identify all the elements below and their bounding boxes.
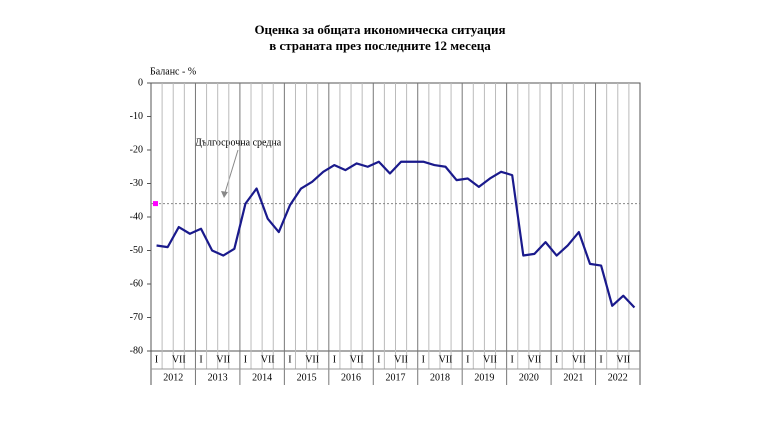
x-tick-label: VII	[305, 354, 319, 365]
y-tick-label: -60	[130, 278, 143, 289]
year-label: 2018	[430, 372, 450, 383]
annotation: Дългосрочна средна	[195, 137, 282, 148]
x-tick-label: I	[511, 354, 514, 365]
annotation-arrow	[223, 149, 239, 197]
x-tick-label: I	[244, 354, 247, 365]
average-marker	[153, 201, 158, 207]
year-label: 2019	[474, 372, 494, 383]
x-tick-label: I	[599, 354, 602, 365]
x-tick-label: VII	[483, 354, 497, 365]
x-tick-label: VII	[261, 354, 275, 365]
y-tick-label: -10	[130, 111, 143, 122]
arrow-head	[221, 191, 228, 198]
y-tick-label: -80	[130, 345, 143, 356]
x-tick-label: I	[422, 354, 425, 365]
y-tick-label: 0	[138, 77, 143, 88]
line-series	[156, 160, 636, 309]
x-tick-label: VII	[394, 354, 408, 365]
year-label: 2012	[163, 372, 183, 383]
x-tick-label: VII	[572, 354, 586, 365]
year-label: 2020	[519, 372, 539, 383]
x-tick-label: I	[466, 354, 469, 365]
x-tick-label: I	[555, 354, 558, 365]
year-label: 2021	[563, 372, 583, 383]
y-tick-label: -30	[130, 178, 143, 189]
year-label: 2013	[208, 372, 228, 383]
year-label: 2017	[386, 372, 406, 383]
year-label: 2022	[608, 372, 628, 383]
y-tick-label: -40	[130, 211, 143, 222]
x-tick-label: I	[333, 354, 336, 365]
x-tick-label: VII	[216, 354, 230, 365]
chart-title: в страната през последните 12 месеца	[269, 38, 491, 53]
x-tick-label: I	[288, 354, 291, 365]
x-tick-label: VII	[172, 354, 186, 365]
x-tick-label: I	[155, 354, 158, 365]
year-label: 2016	[341, 372, 361, 383]
y-tick-label: -20	[130, 144, 143, 155]
y-tick-label: -70	[130, 312, 143, 323]
x-tick-label: VII	[616, 354, 630, 365]
y-tick-label: -50	[130, 245, 143, 256]
x-tick-label: I	[199, 354, 202, 365]
y-axis-label: Баланс - %	[150, 66, 196, 77]
x-tick-label: VII	[439, 354, 453, 365]
chart-title: Оценка за общата икономическа ситуация	[254, 22, 505, 37]
x-tick-label: VII	[527, 354, 541, 365]
year-label: 2015	[297, 372, 317, 383]
year-label: 2014	[252, 372, 272, 383]
x-tick-label: I	[377, 354, 380, 365]
x-tick-label: VII	[350, 354, 364, 365]
